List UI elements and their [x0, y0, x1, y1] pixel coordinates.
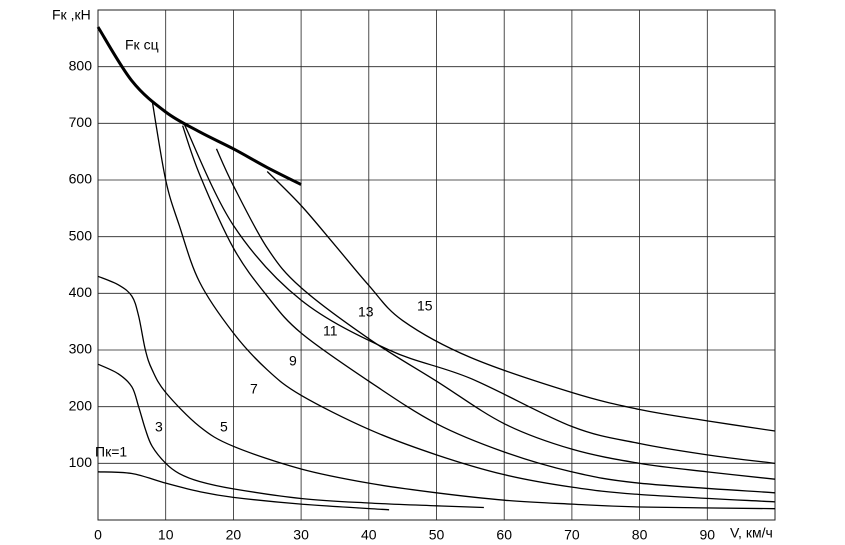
x-axis-label: V, км/ч [730, 525, 773, 541]
y-tick-label: 500 [69, 227, 93, 243]
curve-label: 9 [289, 353, 297, 369]
curve [182, 125, 776, 494]
curve [96, 26, 302, 186]
y-tick-label: 800 [69, 57, 93, 73]
curve [151, 100, 776, 503]
y-tick-label: 400 [69, 284, 93, 300]
y-axis-label: Fк ,кН [52, 7, 91, 23]
curve-label: 7 [250, 381, 258, 397]
x-tick-label: 20 [226, 527, 242, 543]
curve [215, 148, 776, 480]
x-tick-label: 90 [700, 527, 716, 543]
x-tick-label: 0 [94, 527, 102, 543]
y-tick-label: 600 [69, 171, 93, 187]
curve-label: 15 [417, 298, 433, 314]
curve [97, 275, 776, 510]
curve-label: Пк=1 [95, 444, 127, 460]
curve-label: 5 [220, 419, 228, 435]
curve-label: 13 [358, 304, 374, 320]
y-tick-label: 300 [69, 341, 93, 357]
x-tick-label: 30 [293, 527, 309, 543]
x-tick-label: 70 [564, 527, 580, 543]
curve-label: 11 [323, 323, 338, 339]
x-tick-label: 40 [361, 527, 377, 543]
x-tick-label: 10 [158, 527, 174, 543]
x-tick-label: 50 [429, 527, 445, 543]
y-tick-label: 700 [69, 114, 93, 130]
y-tick-label: 200 [69, 397, 93, 413]
x-tick-label: 80 [632, 527, 648, 543]
curve [184, 124, 776, 464]
curve [97, 363, 484, 509]
y-tick-label: 100 [69, 454, 93, 470]
x-tick-label: 60 [496, 527, 512, 543]
curve [97, 471, 390, 511]
curve-label: 3 [155, 419, 163, 435]
curve-label: Fк сц [125, 37, 159, 53]
curve [266, 171, 776, 432]
